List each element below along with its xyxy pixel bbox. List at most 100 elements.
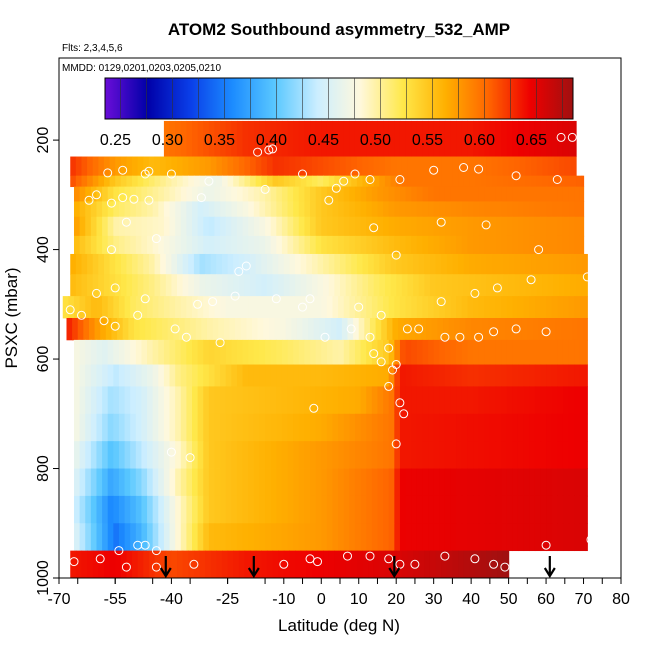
heatmap-cell [141,340,147,365]
heatmap-cell [334,157,340,177]
heatmap-cell [248,523,254,551]
heatmap-cell [546,217,552,237]
heatmap-cell [250,274,256,296]
heatmap-cell [113,236,119,254]
heatmap-cell [512,296,518,318]
heatmap-cell [231,441,237,469]
heatmap-cell [333,386,339,414]
heatmap-cell [310,523,316,551]
heatmap-cell [327,414,333,442]
heatmap-cell [261,254,267,275]
heatmap-cell [226,523,232,551]
heatmap-cell [374,176,380,187]
heatmap-cell [237,414,243,442]
heatmap-cell [166,157,172,177]
heatmap-cell [580,496,586,524]
heatmap-cell [214,523,220,551]
heatmap-cell [492,254,498,275]
colorbar-tick-label: 0.35 [204,132,235,149]
heatmap-cell [439,523,445,551]
heatmap-cell [439,441,445,469]
heatmap-cell [529,386,535,414]
heatmap-cell [143,274,149,296]
heatmap-cell [441,254,447,275]
heatmap-cell [147,386,153,414]
heatmap-cell [233,274,239,296]
heatmap-cell [475,254,481,275]
heatmap-cell [293,217,299,237]
heatmap-cell [524,469,530,497]
heatmap-cell [484,441,490,469]
heatmap-cell [113,365,119,387]
heatmap-cell [181,496,187,524]
heatmap-cell [389,523,395,551]
heatmap-cell [211,176,217,187]
x-tick-label: 20 [387,591,405,608]
y-axis: 2004006008001000 [35,127,59,596]
heatmap-cell [136,340,142,365]
heatmap-cell [209,441,215,469]
heatmap-cell [271,414,277,442]
heatmap-cell [495,523,501,551]
heatmap-cell [362,157,368,177]
heatmap-cell [200,274,206,296]
heatmap-cell [175,236,181,254]
heatmap-cell [98,254,104,275]
heatmap-cell [289,157,295,177]
heatmap-cell [110,157,116,177]
heatmap-cell [518,236,524,254]
heatmap-cell [439,386,445,414]
heatmap-cell [507,340,513,365]
heatmap-cell [284,176,290,187]
heatmap-cell [329,157,335,177]
heatmap-cell [125,496,131,524]
heatmap-cell [439,187,445,202]
heatmap-cell [372,386,378,414]
heatmap-cell [198,340,204,365]
heatmap-cell [119,217,125,237]
heatmap-cell [379,274,385,296]
heatmap-cell [451,414,457,442]
heatmap-cell [422,187,428,202]
heatmap-cell [557,523,563,551]
heatmap-cell [366,365,372,387]
heatmap-cell [462,296,468,318]
heatmap-cell [310,217,316,237]
heatmap-cell [490,386,496,414]
heatmap-cell [91,187,97,202]
heatmap-cell [267,254,273,275]
heatmap-cell [80,386,86,414]
heatmap-cell [286,318,292,340]
heatmap-cell [121,254,127,275]
heatmap-cell [565,176,571,187]
heatmap-cell [585,386,587,414]
heatmap-cell [198,523,204,551]
heatmap-cell [422,236,428,254]
heatmap-cell [484,496,490,524]
heatmap-cell [574,296,580,318]
heatmap-cell [254,296,260,318]
heatmap-cell [434,523,440,551]
heatmap-cell [512,201,518,217]
heatmap-cell [574,386,580,414]
heatmap-cell [394,523,400,551]
heatmap-cell [80,340,86,365]
heatmap-cell [259,217,265,237]
heatmap-cell [170,414,176,442]
heatmap-cell [535,386,541,414]
heatmap-cell [125,441,131,469]
heatmap-cell [385,254,391,275]
heatmap-cell [407,274,413,296]
heatmap-cell [338,201,344,217]
heatmap-cell [177,254,183,275]
heatmap-cell [76,157,82,177]
heatmap-cell [445,414,451,442]
heatmap-cell [96,236,102,254]
heatmap-cell [316,414,322,442]
heatmap-cell [432,318,438,340]
heatmap-cell [209,201,215,217]
heatmap-cell [220,365,226,387]
heatmap-cell [486,274,492,296]
heatmap-cell [321,414,327,442]
heatmap-cell [364,318,370,340]
